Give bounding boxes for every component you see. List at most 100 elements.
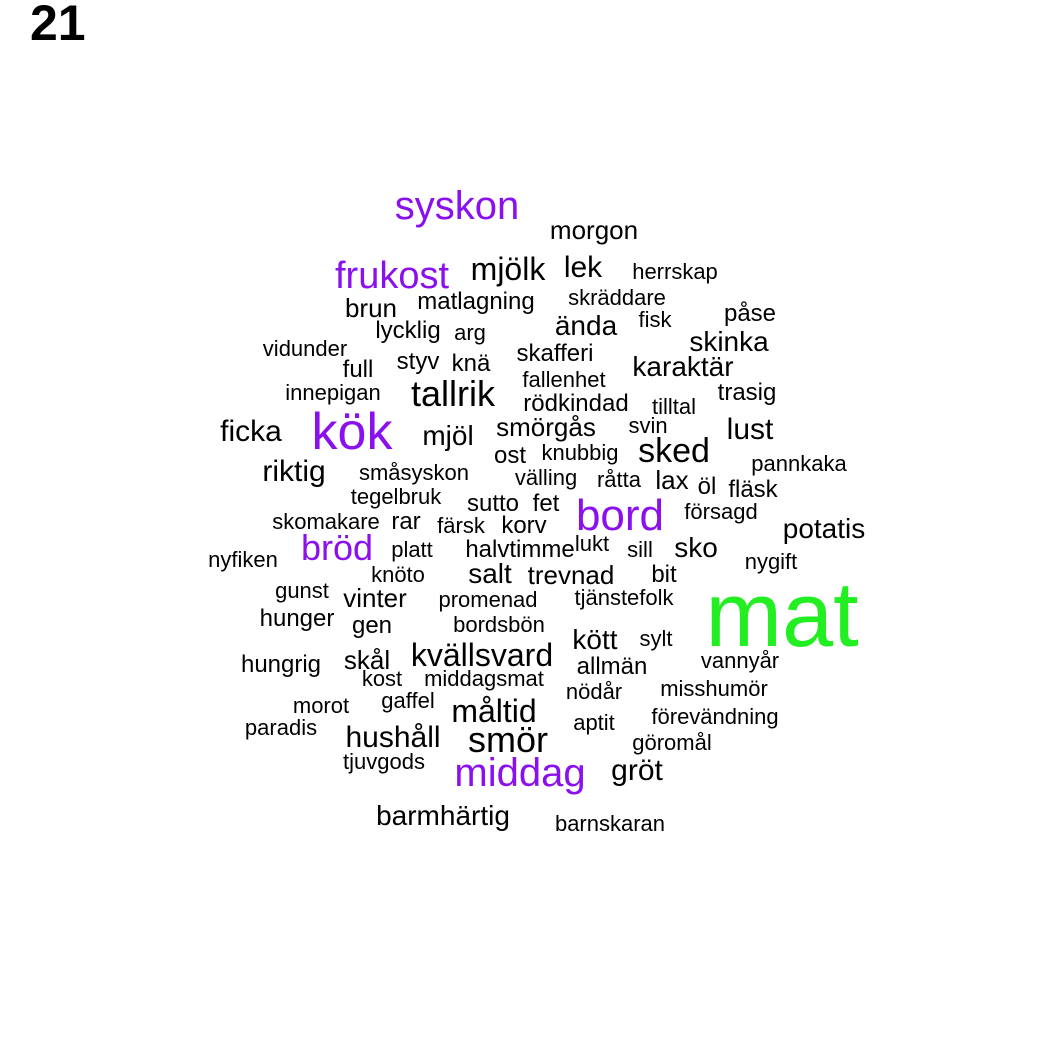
word-förevändning: förevändning — [651, 704, 779, 729]
word-fisk: fisk — [638, 307, 672, 332]
word-råtta: råtta — [596, 467, 642, 492]
word-skomakare: skomakare — [272, 509, 380, 534]
word-lukt: lukt — [574, 531, 610, 556]
word-herrskap: herrskap — [632, 259, 718, 284]
word-fläsk: fläsk — [728, 476, 778, 503]
word-nödår: nödår — [565, 679, 623, 704]
word-morgon: morgon — [549, 215, 639, 245]
word-nygift: nygift — [744, 549, 798, 574]
word-allmän: allmän — [576, 653, 648, 680]
word-syskon: syskon — [394, 184, 520, 228]
word-aptit: aptit — [573, 710, 615, 735]
word-trasig: trasig — [717, 379, 777, 406]
word-måltid: måltid — [451, 693, 537, 729]
word-karaktär: karaktär — [632, 351, 734, 382]
word-matlagning: matlagning — [417, 288, 535, 315]
word-kök: kök — [311, 403, 393, 461]
word-mjölk: mjölk — [470, 251, 546, 287]
word-gröt: gröt — [611, 754, 663, 787]
word-bröd: bröd — [300, 527, 374, 568]
word-morot: morot — [292, 693, 350, 718]
word-trevnad: trevnad — [527, 560, 615, 590]
word-skinka: skinka — [689, 326, 769, 357]
word-lycklig: lycklig — [375, 317, 441, 344]
word-rar: rar — [391, 508, 421, 535]
word-småsyskon: småsyskon — [358, 460, 470, 485]
word-gaffel: gaffel — [381, 688, 435, 713]
word-ända: ända — [554, 310, 618, 341]
word-tjänstefolk: tjänstefolk — [574, 585, 674, 610]
word-sked: sked — [638, 432, 710, 470]
word-sko: sko — [674, 532, 718, 563]
page-number: 21 — [30, 0, 86, 51]
word-fallenhet: fallenhet — [522, 367, 606, 392]
word-bordsbön: bordsbön — [453, 612, 545, 637]
word-kvällsvard: kvällsvard — [410, 637, 554, 673]
word-arg: arg — [454, 320, 486, 345]
word-sutto: sutto — [466, 490, 520, 517]
word-pannkaka: pannkaka — [751, 451, 847, 476]
word-göromål: göromål — [632, 730, 712, 755]
word-bit: bit — [651, 561, 677, 588]
word-lust: lust — [726, 413, 774, 446]
word-knubbig: knubbig — [541, 440, 619, 465]
word-paradis: paradis — [244, 715, 318, 740]
word-bord: bord — [575, 491, 665, 540]
word-mjöl: mjöl — [422, 420, 474, 451]
word-vinter: vinter — [343, 583, 407, 613]
word-brun: brun — [344, 293, 398, 323]
word-smör: smör — [468, 719, 548, 760]
word-korv: korv — [501, 512, 547, 539]
word-välling: välling — [514, 465, 578, 490]
word-fet: fet — [532, 490, 560, 517]
word-full: full — [342, 356, 374, 383]
word-salt: salt — [468, 558, 512, 589]
word-middagsmat: middagsmat — [424, 666, 544, 691]
word-mat: mat — [705, 564, 859, 666]
word-öl: öl — [697, 473, 717, 500]
word-gen: gen — [351, 612, 393, 639]
word-svin: svin — [628, 413, 668, 438]
word-barnskaran: barnskaran — [554, 811, 666, 836]
word-barmhärtig: barmhärtig — [376, 800, 510, 831]
word-potatis: potatis — [782, 513, 866, 544]
word-innepigan: innepigan — [285, 380, 381, 405]
word-kött: kött — [572, 624, 618, 655]
word-middag: middag — [454, 751, 586, 795]
word-lek: lek — [563, 251, 603, 284]
word-färsk: färsk — [437, 513, 485, 538]
word-nyfiken: nyfiken — [208, 547, 278, 572]
word-knä: knä — [451, 350, 491, 377]
word-sylt: sylt — [639, 626, 673, 651]
word-vidunder: vidunder — [262, 336, 348, 361]
word-kost: kost — [361, 666, 403, 691]
word-tegelbruk: tegelbruk — [350, 484, 442, 509]
word-sill: sill — [627, 537, 653, 562]
word-misshumör: misshumör — [660, 676, 768, 701]
word-tallrik: tallrik — [410, 373, 496, 414]
word-hungrig: hungrig — [240, 651, 322, 678]
word-smörgås: smörgås — [496, 412, 596, 442]
word-försagd: försagd — [684, 499, 758, 524]
word-riktig: riktig — [262, 455, 326, 488]
word-skafferi: skafferi — [516, 340, 594, 367]
word-påse: påse — [723, 300, 777, 327]
word-ost: ost — [493, 442, 527, 469]
word-ficka: ficka — [220, 415, 282, 448]
word-gunst: gunst — [275, 578, 329, 603]
word-styv: styv — [396, 348, 440, 375]
word-tilltal: tilltal — [651, 394, 697, 419]
word-skål: skål — [343, 645, 391, 675]
word-hushåll: hushåll — [345, 721, 441, 754]
word-skräddare: skräddare — [568, 285, 666, 310]
word-knöto: knöto — [371, 562, 425, 587]
word-promenad: promenad — [438, 587, 538, 612]
word-hunger: hunger — [259, 605, 335, 632]
word-halvtimme: halvtimme — [465, 536, 575, 563]
word-vannyår: vannyår — [700, 648, 780, 673]
word-lax: lax — [655, 465, 689, 495]
word-tjuvgods: tjuvgods — [343, 749, 425, 774]
word-rödkindad: rödkindad — [523, 390, 629, 417]
word-platt: platt — [391, 537, 433, 562]
